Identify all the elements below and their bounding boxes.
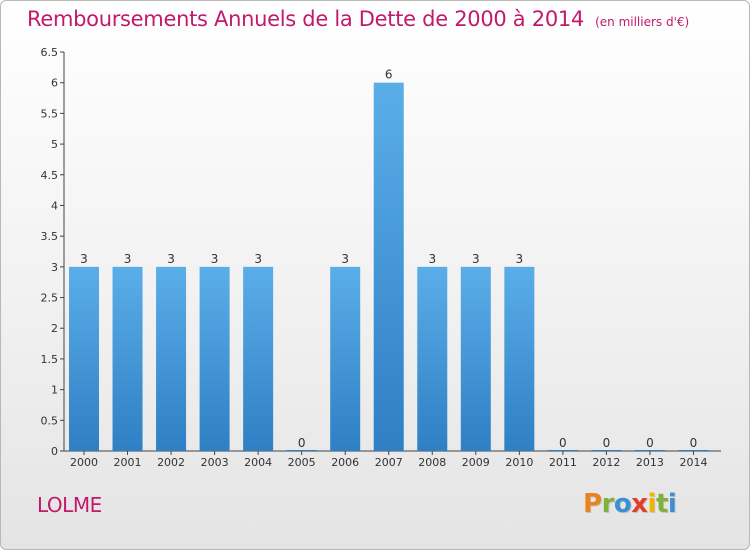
x-tick-label-2002: 2002 xyxy=(157,456,185,469)
bar-2005[interactable] xyxy=(286,450,317,451)
x-tick-label-2001: 2001 xyxy=(114,456,142,469)
x-tick-label-2012: 2012 xyxy=(592,456,620,469)
y-tick-label: 0 xyxy=(51,445,58,458)
x-tick-label-2014: 2014 xyxy=(679,456,707,469)
x-tick-label-2010: 2010 xyxy=(505,456,533,469)
bar-2009[interactable] xyxy=(460,266,491,451)
logo-letter: r xyxy=(601,489,615,519)
commune-name: LOLME xyxy=(37,493,102,517)
y-tick-label: 2.5 xyxy=(41,292,59,305)
value-label-2001: 3 xyxy=(124,252,132,266)
logo-letter: i xyxy=(667,489,677,519)
value-label-2002: 3 xyxy=(167,252,175,266)
y-tick-label: 0.5 xyxy=(41,414,59,427)
y-tick-label: 3.5 xyxy=(41,230,59,243)
x-tick-label-2005: 2005 xyxy=(288,456,316,469)
logo-letter: t xyxy=(655,489,668,519)
y-tick-label: 1 xyxy=(51,384,58,397)
bar-2000[interactable] xyxy=(69,266,99,451)
value-label-2004: 3 xyxy=(254,252,262,266)
x-tick-label-2007: 2007 xyxy=(375,456,403,469)
bar-2001[interactable] xyxy=(112,266,143,451)
bar-2012[interactable] xyxy=(591,450,622,451)
value-label-2006: 3 xyxy=(341,252,349,266)
y-tick-label: 4.5 xyxy=(41,169,59,182)
y-tick-label: 6 xyxy=(51,77,58,90)
chart-unit-label: (en milliers d'€) xyxy=(595,15,690,29)
logo-letter: o xyxy=(613,489,632,519)
value-label-2007: 6 xyxy=(385,68,393,82)
y-tick-label: 1.5 xyxy=(41,353,59,366)
x-tick-label-2013: 2013 xyxy=(636,456,664,469)
y-tick-label: 4 xyxy=(51,199,58,212)
x-tick-label-2011: 2011 xyxy=(549,456,577,469)
bar-2003[interactable] xyxy=(199,266,230,451)
value-label-2014: 0 xyxy=(690,436,698,450)
bar-2007[interactable] xyxy=(373,82,404,451)
proxiti-logo[interactable]: Proxiti xyxy=(583,489,677,519)
bar-2002[interactable] xyxy=(156,266,187,451)
value-label-2008: 3 xyxy=(428,252,436,266)
bar-2014[interactable] xyxy=(678,450,709,451)
bar-2008[interactable] xyxy=(417,266,448,451)
bar-2011[interactable] xyxy=(547,450,578,451)
bar-2010[interactable] xyxy=(504,266,535,451)
value-label-2005: 0 xyxy=(298,436,306,450)
bar-2004[interactable] xyxy=(243,266,274,451)
x-tick-label-2008: 2008 xyxy=(418,456,446,469)
x-tick-label-2003: 2003 xyxy=(201,456,229,469)
x-tick-label-2004: 2004 xyxy=(244,456,272,469)
logo-letter: x xyxy=(631,489,648,519)
y-tick-label: 2 xyxy=(51,322,58,335)
value-label-2003: 3 xyxy=(211,252,219,266)
y-tick-label: 5.5 xyxy=(41,107,59,120)
logo-letter: i xyxy=(647,489,657,519)
x-tick-label-2009: 2009 xyxy=(462,456,490,469)
y-tick-label: 6.5 xyxy=(41,46,59,59)
value-label-2009: 3 xyxy=(472,252,480,266)
value-label-2000: 3 xyxy=(80,252,88,266)
x-tick-label-2006: 2006 xyxy=(331,456,359,469)
y-tick-label: 5 xyxy=(51,138,58,151)
value-label-2010: 3 xyxy=(516,252,524,266)
x-tick-label-2000: 2000 xyxy=(70,456,98,469)
bar-2013[interactable] xyxy=(634,450,665,451)
value-label-2011: 0 xyxy=(559,436,567,450)
chart-title: Remboursements Annuels de la Dette de 20… xyxy=(27,7,689,31)
bar-2006[interactable] xyxy=(330,266,361,451)
logo-letter: P xyxy=(583,489,602,519)
y-tick-label: 3 xyxy=(51,261,58,274)
chart-title-text: Remboursements Annuels de la Dette de 20… xyxy=(27,7,584,31)
value-label-2013: 0 xyxy=(646,436,654,450)
value-label-2012: 0 xyxy=(603,436,611,450)
